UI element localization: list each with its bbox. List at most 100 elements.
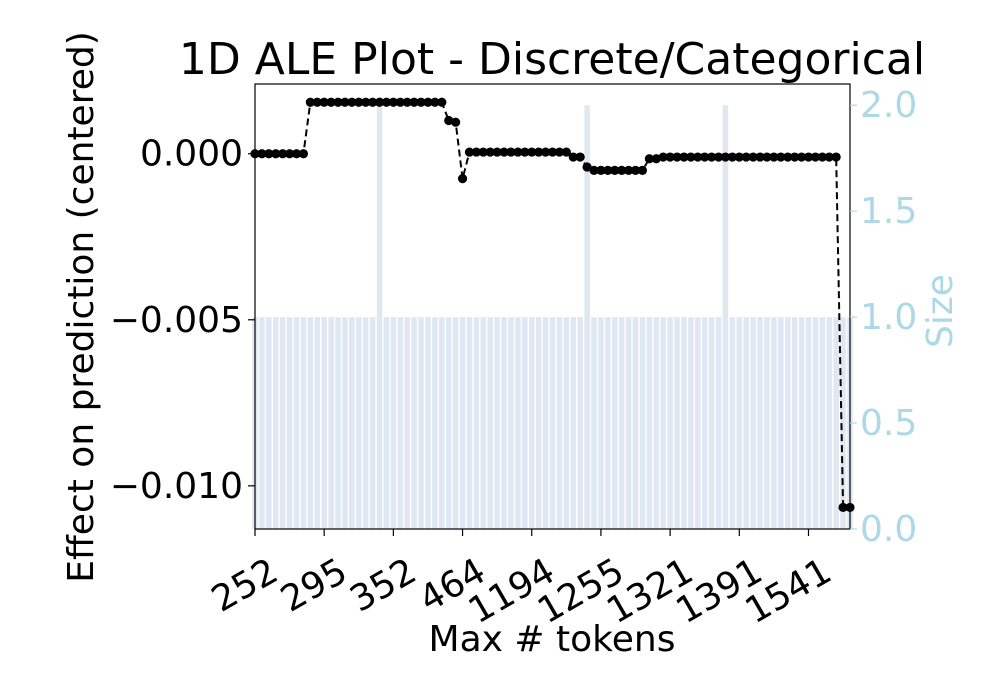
size-bar [563, 317, 570, 529]
ale-point [672, 152, 682, 162]
x-tick-label: 352 [343, 551, 423, 621]
size-bar [736, 317, 743, 529]
ale-point [513, 147, 523, 157]
size-bar [404, 317, 410, 529]
y2-axis-label: Size [920, 274, 961, 348]
ale-point [796, 152, 807, 162]
size-bar [681, 317, 687, 529]
ale-point [603, 165, 613, 175]
size-bar [528, 317, 535, 529]
size-bar [307, 317, 314, 529]
ale-point [838, 502, 848, 513]
size-bar [321, 317, 327, 529]
size-bar [750, 317, 756, 529]
size-bar [535, 317, 542, 529]
ale-point [271, 149, 281, 159]
size-bar [584, 105, 590, 529]
ale-point [340, 97, 350, 107]
y-tick-label: 0.000 [140, 134, 243, 175]
ale-point [409, 97, 419, 107]
size-bar [791, 317, 798, 529]
ale-point [388, 97, 398, 107]
ale-point [506, 147, 516, 157]
ale-point [720, 152, 731, 162]
ale-point [423, 97, 433, 107]
size-bar [369, 317, 376, 529]
size-bar [646, 317, 653, 529]
size-bar [349, 317, 355, 529]
y-axis-right: 0.0 0.5 1.0 1.5 2.0 [850, 85, 917, 550]
size-bar [411, 317, 417, 529]
size-bar [439, 317, 445, 529]
ale-point [624, 165, 634, 175]
ale-point [644, 154, 654, 164]
ale-point [582, 162, 592, 172]
ale-point [381, 97, 392, 107]
ale-point [617, 165, 627, 175]
size-bar [667, 317, 673, 529]
ale-point [437, 97, 447, 107]
x-tick-label: 252 [205, 551, 285, 621]
size-bar [784, 317, 791, 529]
size-bar [425, 317, 431, 529]
size-bar [591, 317, 597, 529]
ale-point [368, 97, 378, 107]
y-axis-left: 0.000 −0.005 −0.010 [110, 134, 255, 507]
size-bar [445, 317, 452, 529]
ale-point [630, 165, 641, 175]
ale-point [319, 97, 329, 107]
ale-point [727, 152, 737, 162]
size-bar [840, 317, 846, 529]
ale-point [769, 152, 779, 162]
ale-point [734, 152, 744, 162]
ale-point [361, 97, 371, 107]
size-bar [598, 317, 604, 529]
size-bar [556, 317, 563, 529]
ale-point [637, 165, 648, 175]
chart-title: 1D ALE Plot - Discrete/Categorical [179, 34, 925, 85]
size-bar [819, 317, 826, 529]
y-tick-label: −0.010 [110, 466, 243, 507]
ale-point [298, 149, 309, 159]
size-bar [279, 317, 286, 529]
ale-point [264, 149, 274, 159]
ale-point [568, 152, 578, 162]
size-bar [771, 317, 777, 529]
ale-point [762, 152, 772, 162]
ale-point [471, 147, 481, 157]
size-bar [708, 317, 715, 529]
ale-point [540, 147, 551, 157]
ale-point [354, 97, 364, 107]
ale-point [430, 97, 440, 107]
size-bar [397, 317, 404, 529]
ale-point [776, 152, 786, 162]
ale-point [534, 147, 544, 157]
ale-point [790, 152, 800, 162]
size-bar [715, 317, 722, 529]
size-bar [501, 317, 507, 529]
size-bar [542, 317, 549, 529]
ale-point [651, 154, 661, 164]
size-bar [452, 317, 459, 529]
ale-point [741, 152, 751, 162]
size-bar [266, 317, 272, 529]
size-bar [487, 317, 493, 529]
ale-point [748, 152, 758, 162]
size-bar [757, 317, 763, 529]
size-bar [653, 317, 660, 529]
ale-point [755, 152, 765, 162]
size-bar [764, 317, 770, 529]
ale-point [284, 149, 295, 159]
size-bar [618, 317, 625, 529]
size-bars [252, 105, 853, 529]
ale-point [831, 152, 841, 162]
size-bar [577, 317, 583, 529]
ale-point [451, 117, 461, 127]
ale-point [402, 97, 412, 107]
ale-point [527, 147, 537, 157]
size-bar [432, 317, 438, 529]
ale-points [250, 97, 855, 513]
size-bar [812, 317, 819, 529]
size-bar [522, 317, 528, 529]
